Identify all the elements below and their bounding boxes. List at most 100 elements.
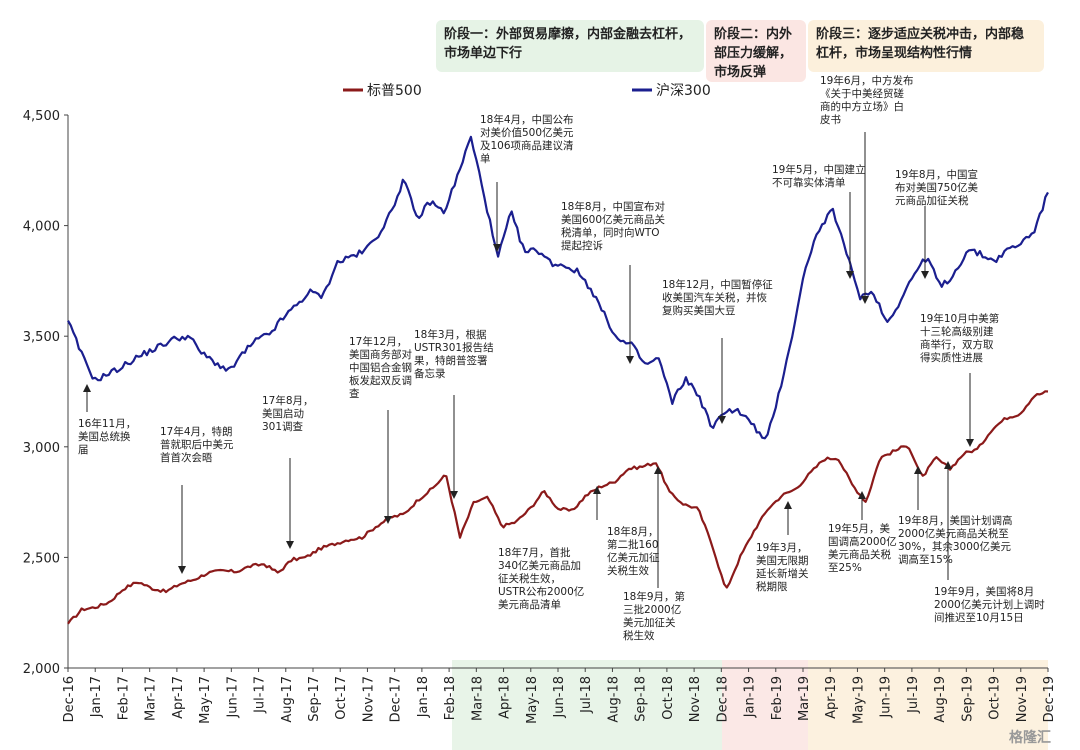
annotation-text: 亿美元加征 [607, 551, 660, 564]
stage-label-line: 市场单边下行 [444, 45, 522, 61]
x-tick-label: Jan-19 [743, 676, 758, 718]
x-tick-label: Jan-18 [416, 676, 431, 718]
annotation-text: 税期限 [756, 580, 788, 593]
annotation-text: 得实质性进展 [920, 351, 983, 364]
annotation-text: 单 [480, 153, 491, 165]
x-tick-label: Dec-17 [389, 676, 404, 722]
stage-label-line: 阶段一：外部贸易摩擦，内部金融去杠杆， [444, 26, 691, 42]
annotation-text: 美国600亿美元商品关 [561, 213, 666, 226]
annotation-text: 17年12月， [349, 335, 407, 348]
annotation-text: 《关于中美经贸磋 [820, 87, 904, 100]
x-tick-label: Nov-17 [361, 676, 376, 722]
annotation-text: 对美价值500亿美元 [480, 126, 574, 139]
annotation-text: 税清单，同时向WTO [561, 226, 660, 239]
annotation-text: USTR301报告结 [414, 341, 494, 354]
annotation-text: 18年8月， [607, 525, 659, 538]
annotation-text: 商的中方立场》白 [820, 100, 904, 113]
x-tick-label: Feb-17 [116, 676, 131, 720]
annotation-text: 提起控诉 [561, 239, 603, 252]
x-tick-label: Apr-18 [498, 676, 513, 719]
x-tick-label: Apr-19 [824, 676, 839, 719]
x-tick-label: Aug-17 [280, 676, 295, 723]
annotation-text: USTR公布2000亿 [498, 585, 584, 598]
stage-box-bg [808, 20, 1044, 72]
x-tick-label: Oct-17 [334, 676, 349, 720]
x-tick-label: Jan-17 [89, 676, 104, 718]
annotation-text: 16年11月， [78, 417, 136, 430]
x-tick-label: Jul-19 [906, 676, 921, 714]
series-line-2 [67, 135, 1049, 440]
legend-label-2: 沪深300 [656, 83, 711, 99]
stage-band-2 [722, 660, 808, 750]
series-line-1 [67, 390, 1049, 625]
watermark-text: 格隆汇 [1009, 729, 1051, 746]
x-tick-label: Sep-19 [960, 676, 975, 722]
x-tick-label: Sep-18 [634, 676, 649, 722]
annotation-text: 18年9月，第 [623, 590, 685, 603]
annotation-text: 340亿美元商品加 [498, 559, 581, 572]
annotation-text: 届 [78, 444, 89, 456]
y-tick-label: 4,500 [23, 109, 60, 124]
annotation-text: 至25% [828, 562, 862, 574]
annotation-text: 备忘录 [414, 367, 446, 380]
x-tick-label: Mar-17 [144, 676, 159, 721]
annotation-text: 十三轮高级别建 [920, 325, 994, 338]
annotation-text: 首首次会晤 [160, 451, 213, 464]
x-tick-label: Nov-18 [688, 676, 703, 722]
annotation-text: 2000亿美元商品关税至 [898, 527, 1009, 540]
annotation-text: 18年8月，中国宣布对 [561, 200, 666, 213]
annotation-text: 国调高2000亿 [828, 535, 897, 548]
x-tick-label: Dec-16 [62, 676, 77, 722]
legend-label-1: 标普500 [367, 83, 422, 99]
annotation-text: 美国总统换 [78, 430, 131, 443]
annotation-text: 关税生效 [607, 564, 649, 577]
annotation-text: 调高至15% [898, 553, 953, 566]
x-tick-label: Apr-17 [171, 676, 186, 719]
annotation-text: 301调查 [262, 420, 304, 433]
annotation-text: 果，特朗普签署 [414, 354, 488, 367]
annotation-text: 美国启动 [262, 407, 304, 420]
annotation-text: 第二批160 [607, 538, 659, 551]
annotation-text: 复购买美国大豆 [662, 304, 736, 317]
annotation-text: 18年3月，根据 [414, 328, 487, 341]
x-tick-label: Jun-17 [225, 676, 240, 719]
y-tick-label: 3,000 [23, 441, 60, 456]
stage-label-line: 市场反弹 [714, 64, 766, 80]
stage-label-line: 阶段二：内外 [714, 26, 792, 42]
x-tick-label: Dec-18 [715, 676, 730, 722]
x-tick-label: Jul-17 [253, 676, 268, 714]
annotation-text: 19年8月，中国宣 [895, 168, 978, 181]
x-tick-label: Aug-18 [606, 676, 621, 723]
annotation-text: 延长新增关 [756, 567, 809, 580]
annotation-text: 18年7月，首批 [498, 546, 571, 559]
x-tick-label: Mar-19 [797, 676, 812, 721]
x-tick-label: Sep-17 [307, 676, 322, 722]
annotation-text: 三批2000亿 [623, 603, 681, 616]
annotation-text: 商举行，双方取 [920, 338, 994, 351]
x-tick-label: Aug-19 [933, 676, 948, 723]
annotation-text: 美元商品清单 [498, 598, 561, 611]
annotation-text: 18年12月，中国暂停征 [662, 278, 773, 291]
y-tick-label: 4,000 [23, 220, 60, 235]
annotation-text: 17年8月， [262, 394, 314, 407]
annotation-text: 不可靠实体清单 [772, 176, 846, 189]
x-tick-label: Oct-18 [661, 676, 676, 720]
x-tick-label: Feb-19 [770, 676, 785, 720]
x-tick-label: Jun-18 [552, 676, 567, 719]
annotation-text: 皮书 [820, 113, 841, 126]
annotation-text: 30%，其余3000亿美元 [898, 540, 1012, 553]
stage-box-bg [706, 20, 806, 82]
annotation-text: 美国商务部对 [349, 348, 412, 361]
